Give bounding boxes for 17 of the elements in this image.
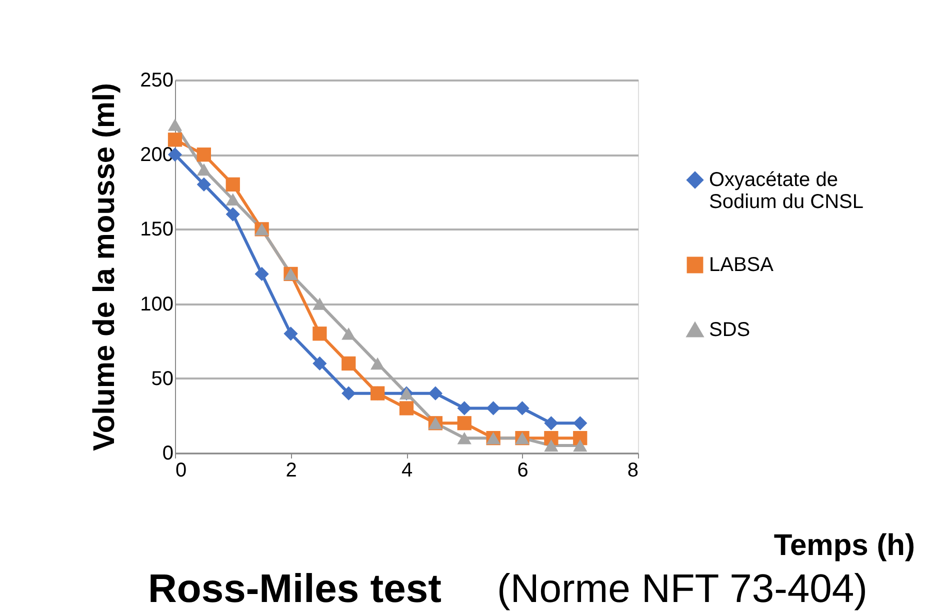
x-tick-label: 6 xyxy=(517,460,528,482)
x-tick-label: 8 xyxy=(627,460,638,482)
y-tick-label: 150 xyxy=(140,218,174,241)
text: Temps (h) xyxy=(774,529,915,562)
x-tick-label: 0 xyxy=(176,460,187,482)
legend-label: LABSA xyxy=(709,254,774,276)
x-tick-label: 2 xyxy=(286,460,297,482)
x-tick-label: 4 xyxy=(401,460,413,482)
legend-label: Oxyacétate de Sodium du CNSL xyxy=(709,169,864,213)
y-tick-label: 0 xyxy=(162,442,174,464)
y-axis-title: Volume de la mousse (ml) xyxy=(88,83,122,451)
y-tick-label: 50 xyxy=(151,368,174,390)
text: (Norme NFT 73-404) xyxy=(497,567,868,611)
text: Ross-Miles test xyxy=(148,567,442,611)
y-tick-label: 100 xyxy=(140,293,174,316)
legend-label: SDS xyxy=(709,319,750,341)
y-tick-label: 250 xyxy=(140,70,174,92)
